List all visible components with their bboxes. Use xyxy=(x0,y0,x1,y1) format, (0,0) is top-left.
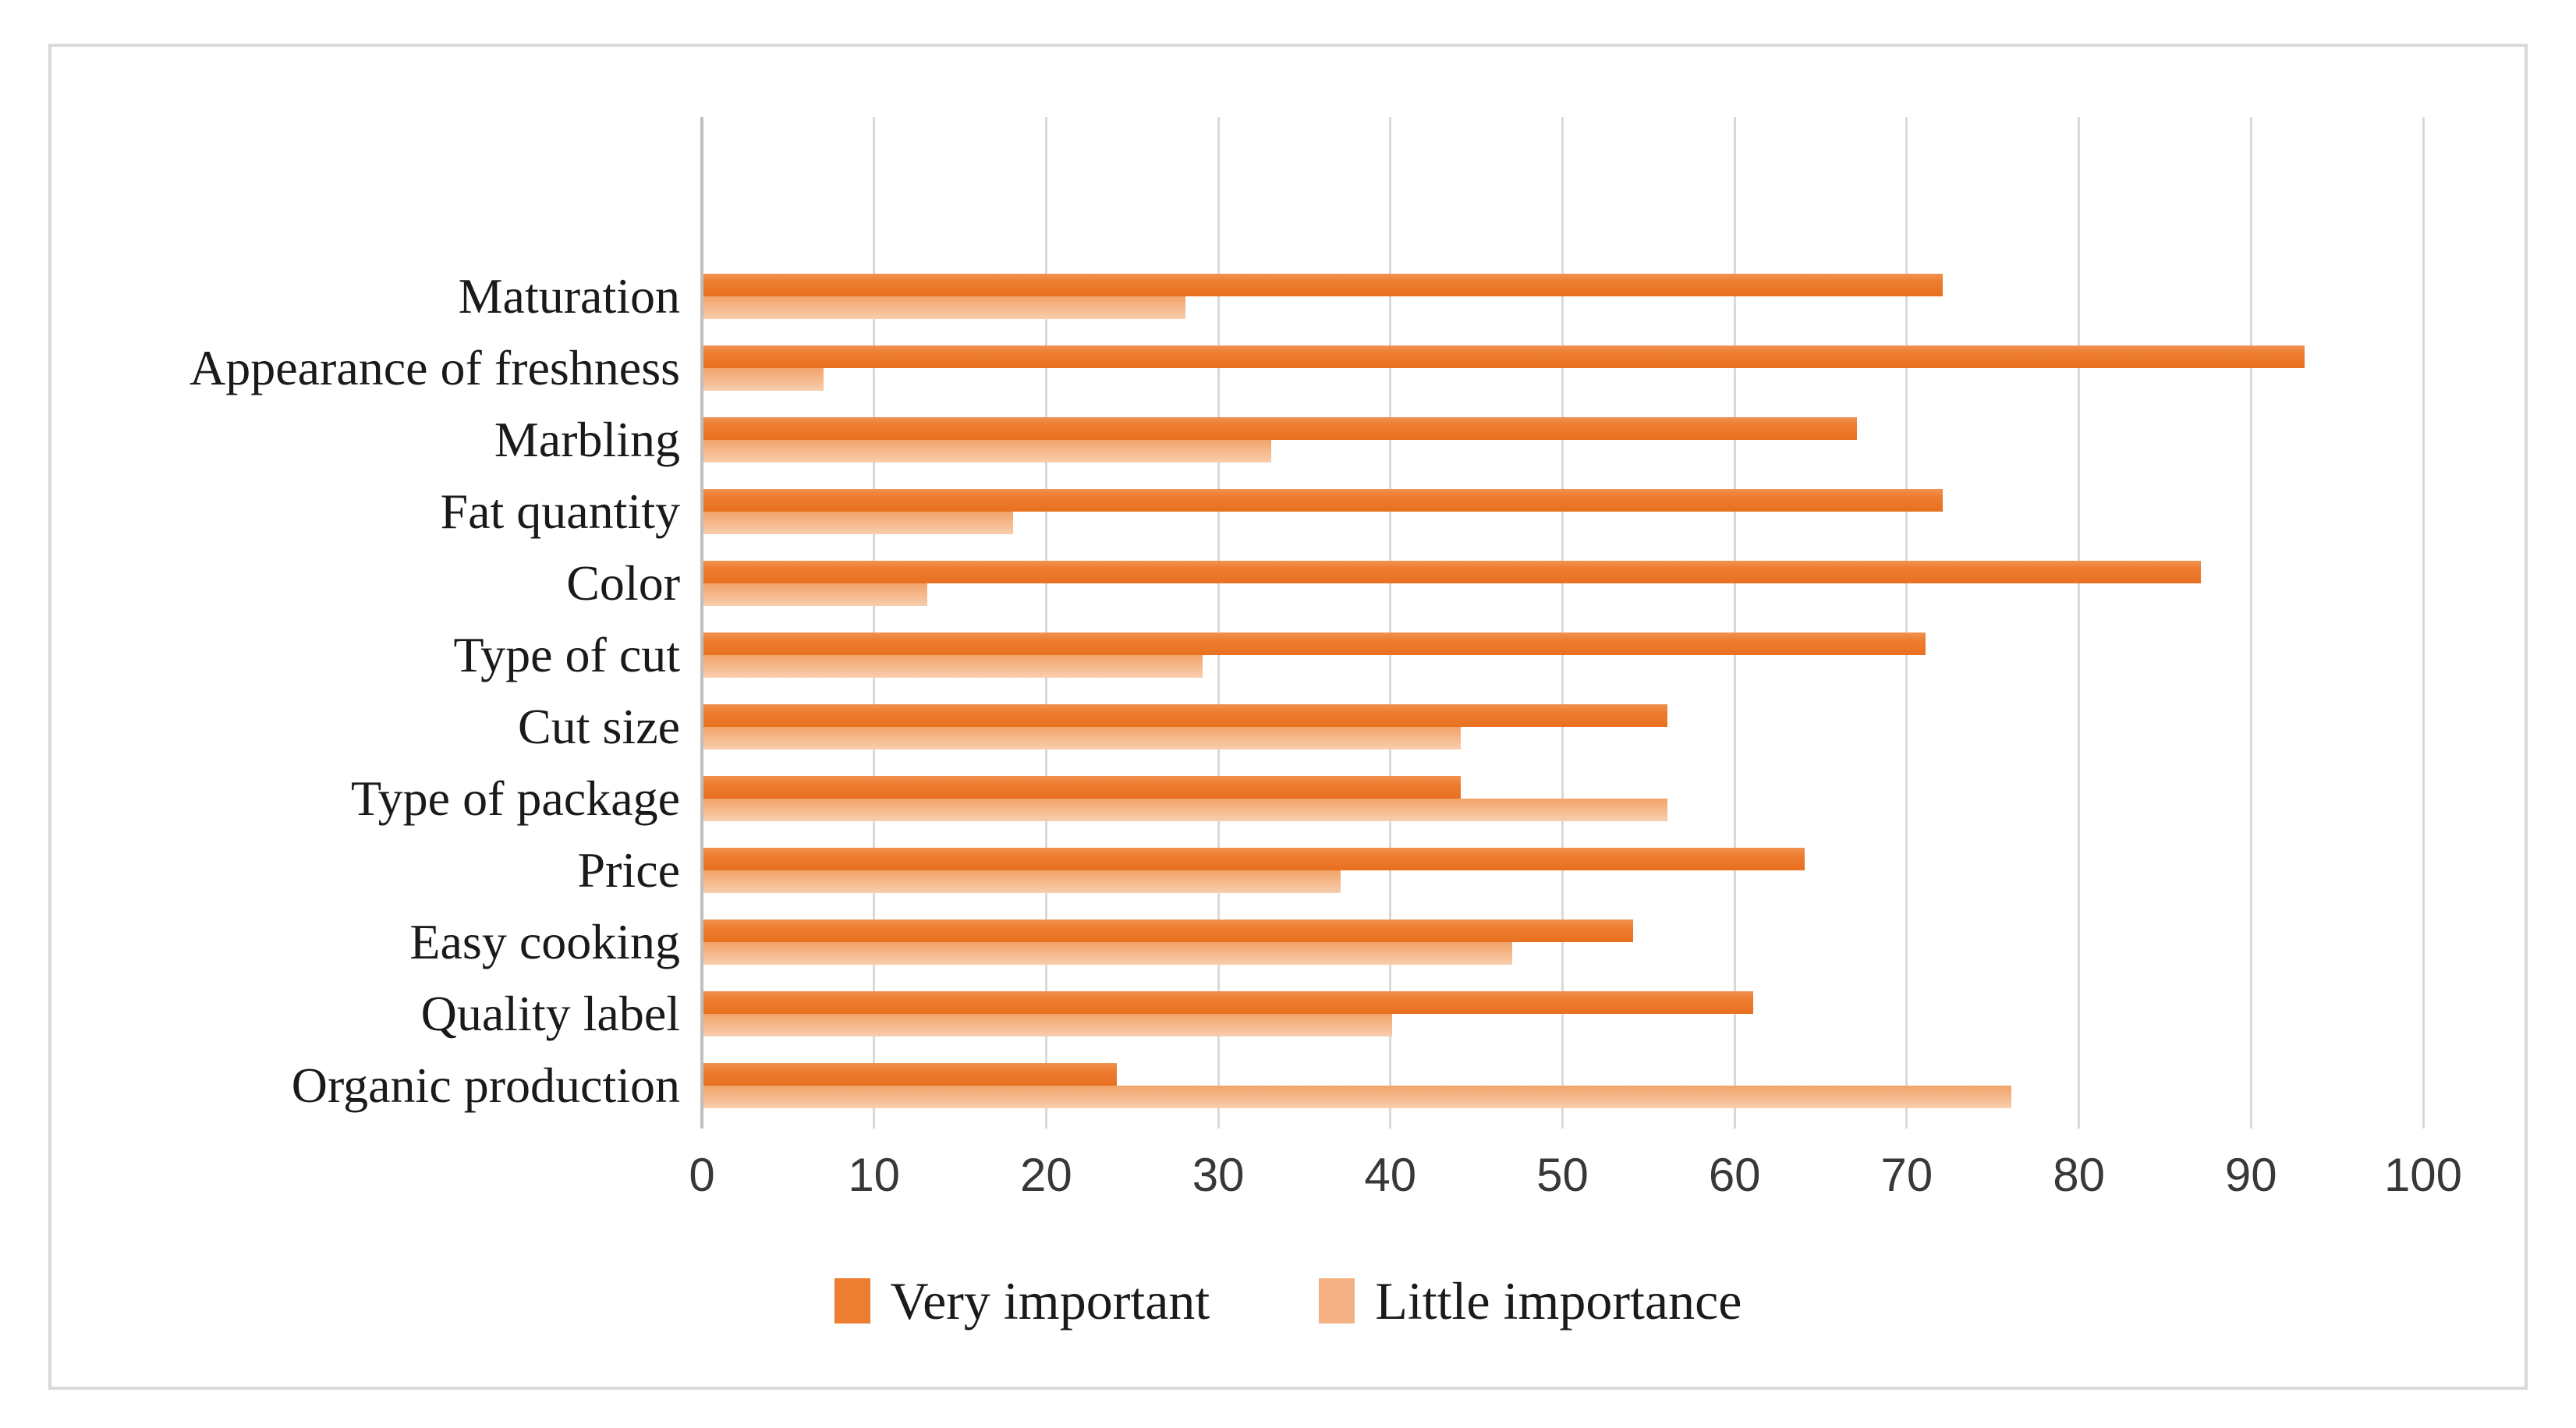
bar-little-importance xyxy=(703,870,1341,893)
category-label: Easy cooking xyxy=(409,914,680,969)
category-label: Type of package xyxy=(351,771,680,826)
bar-little-importance xyxy=(703,942,1513,965)
x-tick-label: 60 xyxy=(1708,1149,1761,1201)
x-tick-label: 20 xyxy=(1020,1149,1072,1201)
bar-little-importance xyxy=(703,1014,1392,1036)
bar-very-important xyxy=(703,274,1944,296)
bar-very-important xyxy=(703,776,1462,799)
bar-little-importance xyxy=(703,296,1185,319)
category-label: Cut size xyxy=(518,699,680,754)
bar-very-important xyxy=(703,848,1805,870)
legend: Very important Little importance xyxy=(48,1262,2528,1340)
legend-swatch-very-important xyxy=(834,1278,870,1323)
x-tick-label: 0 xyxy=(689,1149,715,1201)
legend-item-little-importance: Little importance xyxy=(1319,1270,1742,1332)
x-tick-label: 90 xyxy=(2224,1149,2277,1201)
x-tick-label: 30 xyxy=(1192,1149,1245,1201)
bar-very-important xyxy=(703,704,1667,727)
gridline xyxy=(2249,117,2252,1129)
category-label: Appearance of freshness xyxy=(189,340,680,395)
legend-label: Very important xyxy=(890,1270,1210,1331)
bar-little-importance xyxy=(703,655,1203,678)
gridline xyxy=(1217,117,1220,1129)
category-label: Fat quantity xyxy=(440,484,680,539)
bar-very-important xyxy=(703,417,1857,440)
gridline xyxy=(2078,117,2081,1129)
gridline xyxy=(1044,117,1047,1129)
bar-little-importance xyxy=(703,583,927,606)
bar-little-importance xyxy=(703,440,1272,462)
bar-very-important xyxy=(703,489,1944,512)
bar-little-importance xyxy=(703,799,1667,821)
x-tick-label: 40 xyxy=(1364,1149,1417,1201)
category-label: Organic production xyxy=(291,1058,680,1113)
bar-little-importance xyxy=(703,1086,2012,1108)
gridline xyxy=(1905,117,1908,1129)
gridline xyxy=(2422,117,2425,1129)
bar-very-important xyxy=(703,1063,1117,1086)
gridline xyxy=(1733,117,1736,1129)
legend-swatch-little-importance xyxy=(1319,1278,1355,1323)
category-axis-line xyxy=(700,117,703,1129)
category-label: Type of cut xyxy=(453,627,680,682)
category-label: Quality label xyxy=(420,986,680,1041)
bar-very-important xyxy=(703,345,2305,368)
x-tick-label: 70 xyxy=(1880,1149,1933,1201)
x-tick-label: 80 xyxy=(2053,1149,2105,1201)
x-tick-label: 10 xyxy=(848,1149,901,1201)
bar-very-important xyxy=(703,561,2202,583)
bar-very-important xyxy=(703,991,1754,1014)
bar-little-importance xyxy=(703,727,1462,749)
gridline xyxy=(1561,117,1564,1129)
legend-label: Little importance xyxy=(1375,1270,1742,1331)
gridline xyxy=(1389,117,1392,1129)
bar-little-importance xyxy=(703,368,824,391)
category-label: Maturation xyxy=(458,268,680,324)
gridline xyxy=(873,117,876,1129)
bar-little-importance xyxy=(703,512,1014,534)
x-tick-label: 100 xyxy=(2383,1149,2463,1201)
bar-very-important xyxy=(703,920,1633,942)
category-label: Price xyxy=(577,842,681,898)
bar-very-important xyxy=(703,633,1926,655)
category-label: Marbling xyxy=(494,412,680,467)
category-label: Color xyxy=(566,555,680,611)
x-tick-label: 50 xyxy=(1536,1149,1589,1201)
legend-item-very-important: Very important xyxy=(834,1270,1210,1332)
